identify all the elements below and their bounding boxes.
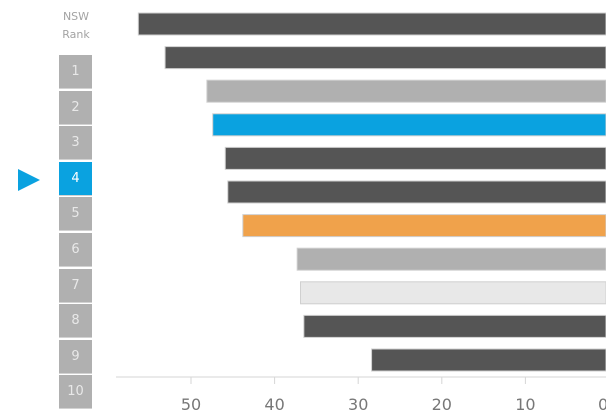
rank-cell-1: 1 xyxy=(59,55,92,89)
bar-7 xyxy=(242,214,606,238)
bar-9 xyxy=(300,281,606,305)
pointer-arrow-icon xyxy=(18,168,40,191)
bar-1 xyxy=(137,12,606,36)
rank-cell-10: 10 xyxy=(59,375,92,410)
x-tick-label-0: 0 xyxy=(598,395,606,414)
rank-cell-8: 8 xyxy=(59,304,92,339)
rank-cell-2: 2 xyxy=(59,90,92,125)
rank-header: NSW Rank xyxy=(56,8,96,44)
bar-11 xyxy=(371,348,606,372)
bar-2 xyxy=(164,46,606,70)
x-tick-label-20: 20 xyxy=(432,395,452,414)
rank-cell-3: 3 xyxy=(59,126,92,161)
rank-cell-5: 5 xyxy=(59,197,92,232)
bar-5 xyxy=(224,146,606,170)
bar-8 xyxy=(296,247,606,271)
bar-6 xyxy=(227,180,606,204)
rank-cell-4: 4 xyxy=(59,161,92,196)
x-tick-label-10: 10 xyxy=(515,395,535,414)
bar-3 xyxy=(206,79,606,103)
bar-4 xyxy=(212,113,606,137)
rank-cell-9: 9 xyxy=(59,339,92,374)
rank-header-line-1: NSW xyxy=(62,10,90,23)
rank-cell-7: 7 xyxy=(59,268,92,303)
x-tick-label-50: 50 xyxy=(181,395,201,414)
rank-cell-6: 6 xyxy=(59,233,92,267)
bar-10 xyxy=(303,314,606,338)
x-tick-label-40: 40 xyxy=(264,395,284,414)
rank-header-line-2: Rank xyxy=(62,28,90,41)
x-tick-label-30: 30 xyxy=(348,395,368,414)
